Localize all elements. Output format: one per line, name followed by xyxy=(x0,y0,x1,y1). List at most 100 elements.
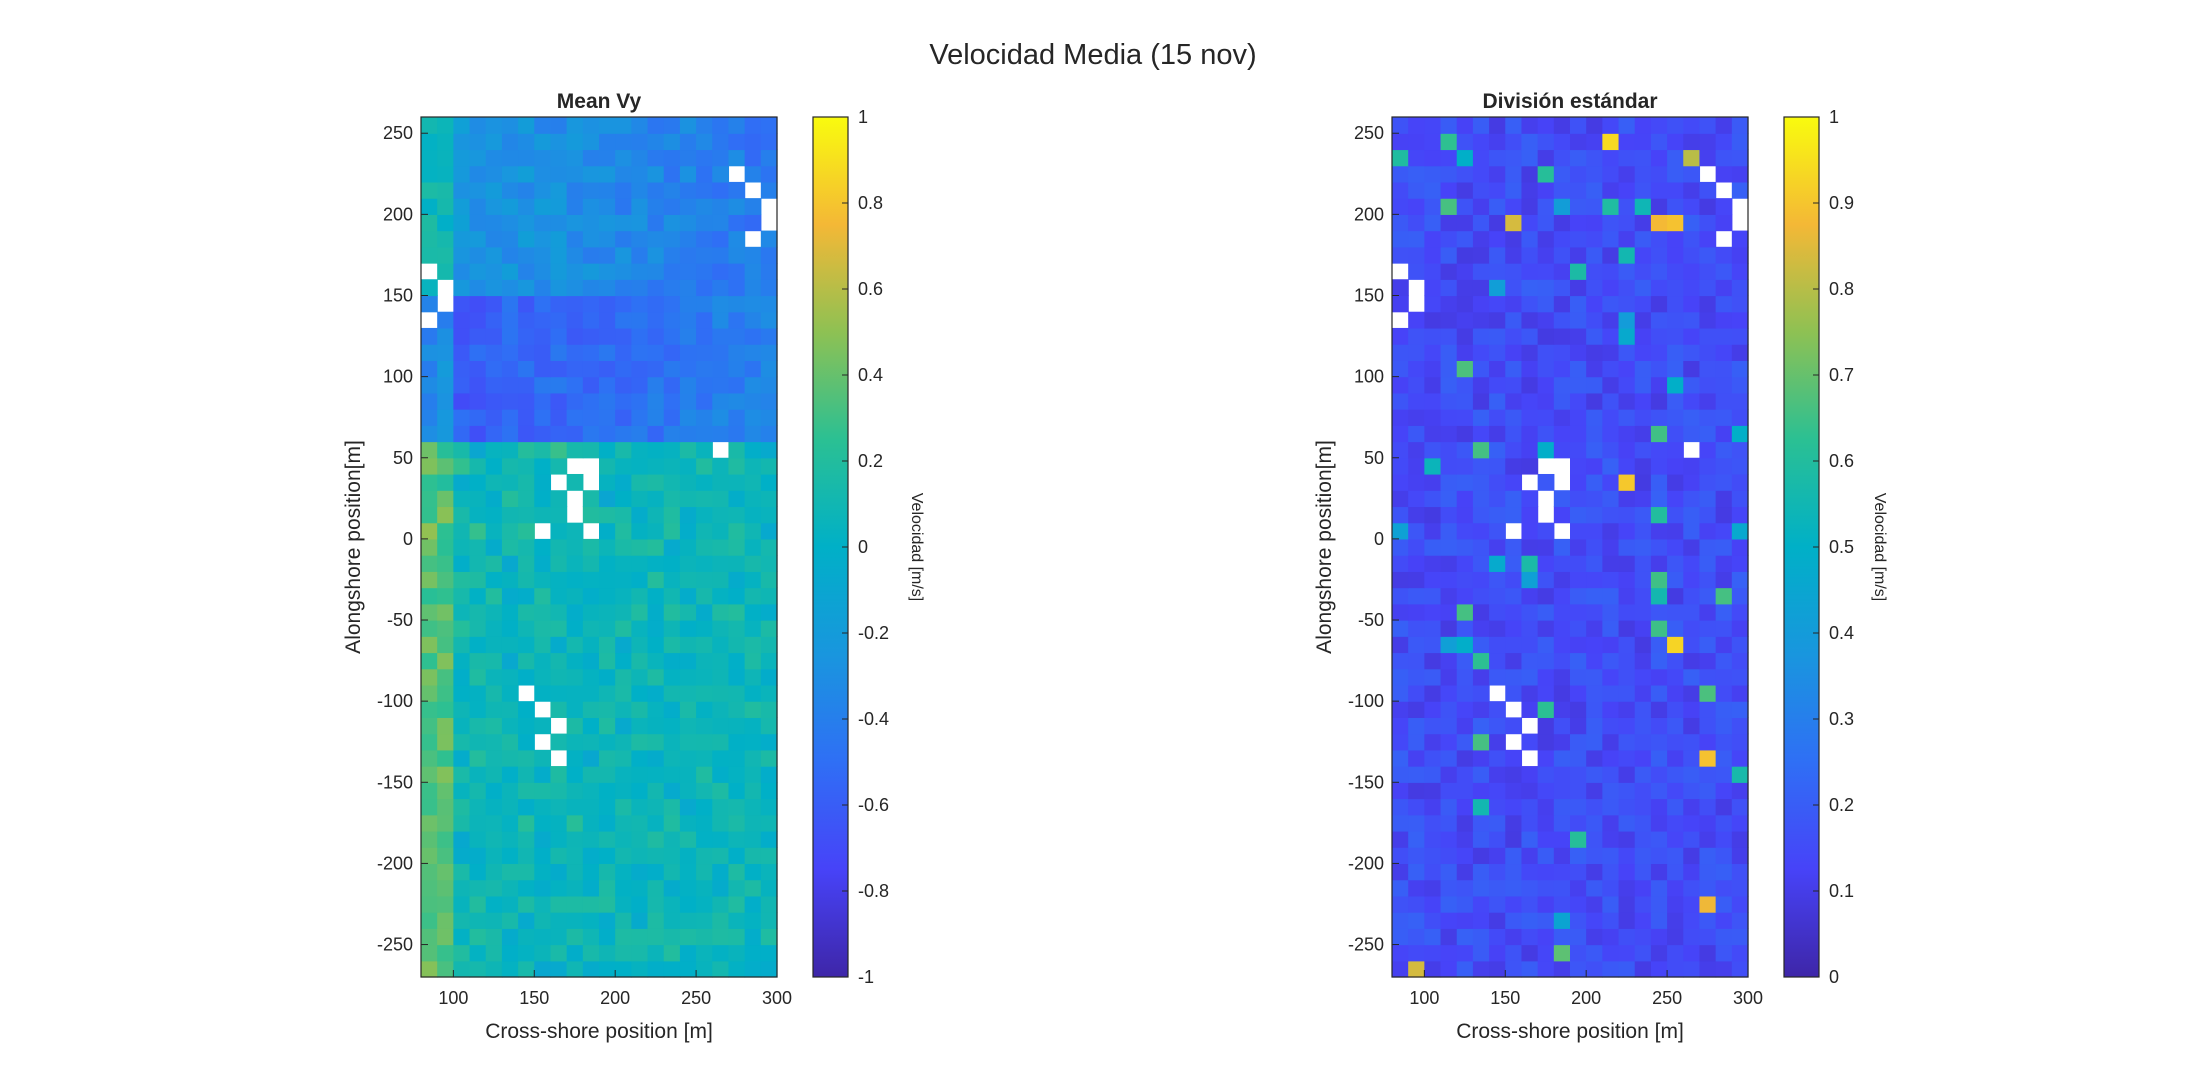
heatmap-cell xyxy=(631,749,649,767)
heatmap-cell xyxy=(647,684,665,702)
heatmap-cell xyxy=(696,668,713,686)
heatmap-cell xyxy=(1683,198,1701,215)
heatmap-cell xyxy=(1553,847,1571,865)
heatmap-cell xyxy=(1731,895,1749,913)
heatmap-cell xyxy=(679,749,697,767)
heatmap-cell xyxy=(1456,457,1474,475)
heatmap-cell xyxy=(534,749,552,767)
heatmap-cell xyxy=(421,246,438,264)
heatmap-cell xyxy=(1586,863,1603,881)
heatmap-cell xyxy=(566,863,584,881)
heatmap-cell xyxy=(534,587,552,605)
heatmap-cell xyxy=(1667,782,1684,800)
heatmap-cell xyxy=(453,263,471,280)
heatmap-cell xyxy=(663,538,681,556)
heatmap-cell xyxy=(1618,149,1636,167)
heatmap-cell xyxy=(760,506,778,524)
heatmap-cell xyxy=(1553,863,1571,881)
heatmap-cell xyxy=(501,522,519,540)
heatmap-cell xyxy=(1489,879,1506,897)
heatmap-cell xyxy=(485,133,503,151)
heatmap-cell xyxy=(760,814,778,832)
heatmap-cell xyxy=(760,263,778,280)
heatmap-cell xyxy=(1456,230,1474,248)
heatmap-cell xyxy=(1489,409,1506,426)
heatmap-cell xyxy=(744,425,762,443)
heatmap-cell xyxy=(1699,620,1717,637)
heatmap-cell xyxy=(1602,392,1620,410)
heatmap-cell xyxy=(744,847,762,865)
heatmap-cell xyxy=(1650,749,1668,767)
heatmap-cell xyxy=(1699,360,1717,378)
heatmap-cell xyxy=(1570,230,1587,248)
heatmap-cell xyxy=(1440,830,1458,848)
heatmap-cell xyxy=(421,490,438,508)
heatmap-cell xyxy=(1472,603,1490,621)
heatmap-cell xyxy=(1408,230,1425,248)
heatmap-cell xyxy=(582,636,600,654)
heatmap-cell xyxy=(1521,847,1539,865)
heatmap-cell xyxy=(1537,668,1555,686)
heatmap-cell xyxy=(1650,149,1668,167)
heatmap-cell xyxy=(599,198,616,215)
heatmap-cell xyxy=(744,879,762,897)
heatmap-cell xyxy=(453,392,471,410)
heatmap-cell xyxy=(1650,830,1668,848)
heatmap-cell xyxy=(728,830,746,848)
heatmap-cell xyxy=(501,425,519,443)
heatmap-cell xyxy=(485,717,503,735)
heatmap-cell xyxy=(582,311,600,329)
colorbar-tick-label: 0.4 xyxy=(858,365,883,385)
heatmap-cell xyxy=(421,360,438,378)
heatmap-cell xyxy=(647,620,665,637)
heatmap-cell xyxy=(421,847,438,865)
heatmap-cell xyxy=(582,749,600,767)
heatmap-cell xyxy=(501,490,519,508)
heatmap-cell xyxy=(1537,409,1555,426)
heatmap-cell xyxy=(1489,928,1506,946)
heatmap-cell xyxy=(663,425,681,443)
heatmap-cell xyxy=(469,701,487,718)
heatmap-cell xyxy=(1537,879,1555,897)
heatmap-cell xyxy=(1505,684,1523,702)
heatmap-cell xyxy=(712,668,730,686)
heatmap-cell xyxy=(1408,733,1425,751)
heatmap-cell xyxy=(1553,652,1571,670)
heatmap-cell xyxy=(485,603,503,621)
heatmap-cell xyxy=(1440,895,1458,913)
heatmap-cell xyxy=(599,149,616,167)
heatmap-cell xyxy=(501,165,519,183)
heatmap-cell xyxy=(437,603,454,621)
heatmap-cell xyxy=(615,830,632,848)
heatmap-cell xyxy=(631,425,649,443)
heatmap-cell xyxy=(1521,457,1539,475)
heatmap-cell xyxy=(1586,246,1603,264)
heatmap-cell xyxy=(1570,506,1587,524)
heatmap-cell xyxy=(1505,344,1523,361)
heatmap-cell xyxy=(1618,230,1636,248)
heatmap-cell xyxy=(1440,636,1458,654)
heatmap-cell xyxy=(1456,587,1474,605)
heatmap-cell xyxy=(1440,912,1458,929)
heatmap-cell xyxy=(1392,944,1409,962)
heatmap-cell xyxy=(1634,149,1652,167)
heatmap-cell xyxy=(1424,263,1442,280)
heatmap-cell xyxy=(1553,263,1571,280)
heatmap-cell xyxy=(1715,392,1733,410)
heatmap-cell xyxy=(1553,620,1571,637)
heatmap-cell xyxy=(1456,652,1474,670)
heatmap-cell xyxy=(1667,879,1684,897)
heatmap-cell xyxy=(437,181,454,199)
heatmap-cell xyxy=(1715,928,1733,946)
heatmap-cell xyxy=(1424,912,1442,929)
heatmap-cell xyxy=(1505,506,1523,524)
heatmap-cell xyxy=(760,847,778,865)
heatmap-cell xyxy=(647,782,665,800)
heatmap-cell xyxy=(615,133,632,151)
heatmap-cell xyxy=(712,133,730,151)
heatmap-cell xyxy=(728,425,746,443)
heatmap-cell xyxy=(1683,652,1701,670)
heatmap-cell xyxy=(1634,652,1652,670)
heatmap-cell xyxy=(760,587,778,605)
heatmap-cell xyxy=(485,198,503,215)
